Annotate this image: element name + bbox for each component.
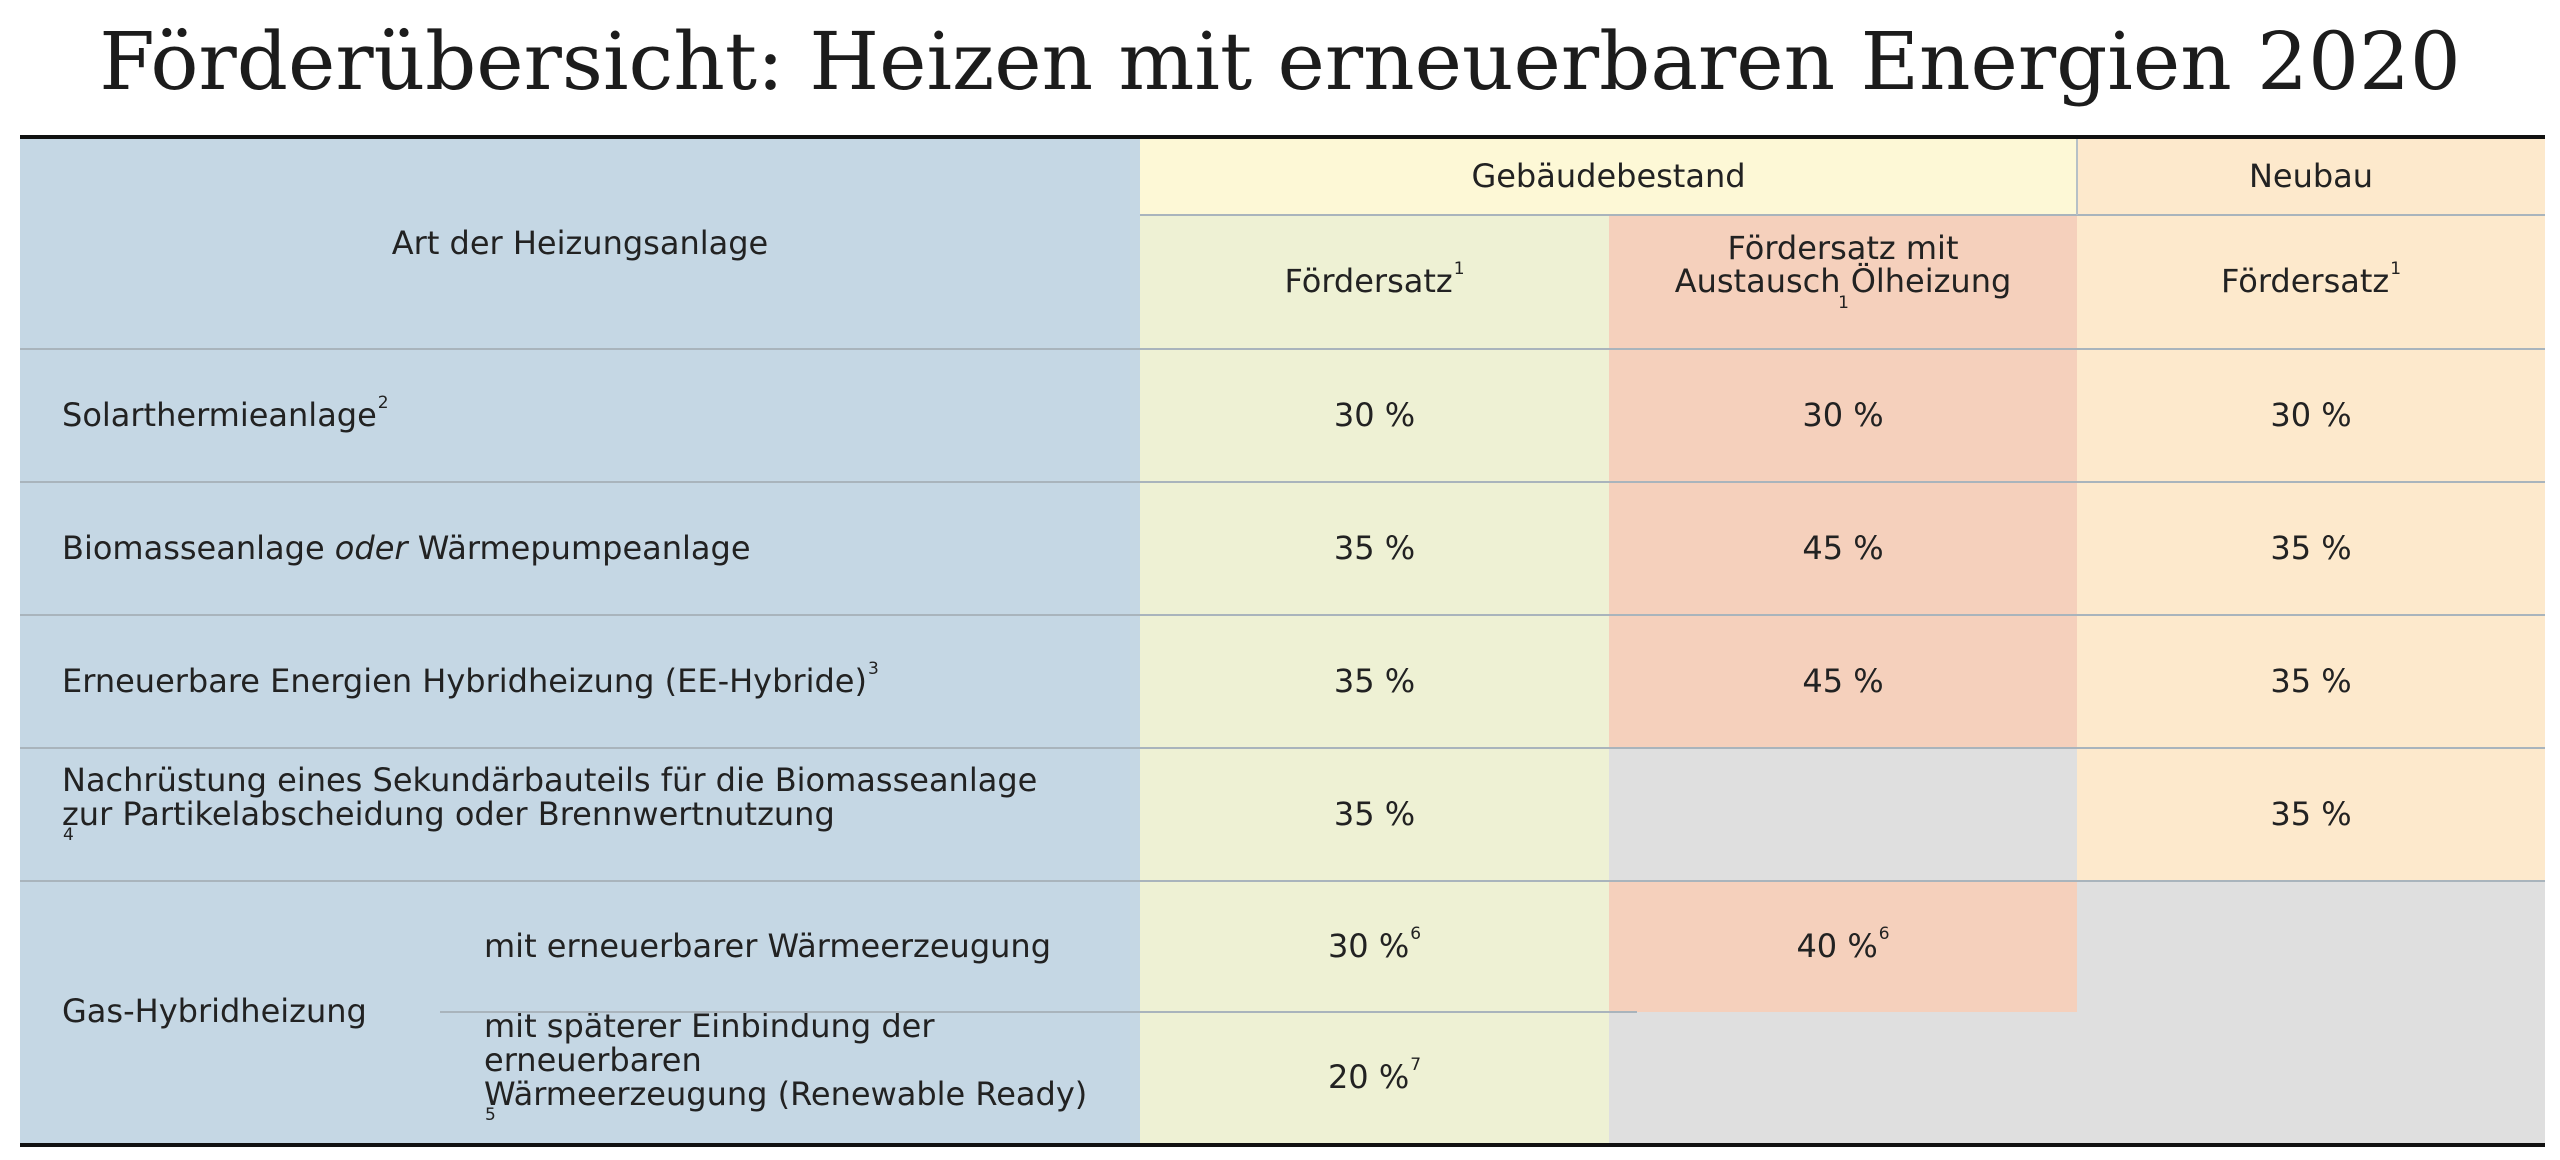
footnote-ref: 2 xyxy=(377,392,389,413)
cell-nachruestung-bestand: 35 % xyxy=(1140,748,1609,881)
neubau-label: Neubau xyxy=(2248,157,2374,196)
cell-value: 40 % xyxy=(1796,926,1878,965)
row-label-gas-erneuerbar: mit erneuerbarer Wärmeerzeugung xyxy=(440,881,1140,1012)
divider xyxy=(20,348,2545,350)
footnote-ref: 3 xyxy=(867,658,879,679)
row-label-line2: zur Partikelabscheidung oder Brennwertnu… xyxy=(62,794,835,833)
divider xyxy=(20,481,2545,483)
row-label-line1: Nachrüstung eines Sekundärbauteils für d… xyxy=(62,761,1038,800)
footnote-ref: 4 xyxy=(63,825,74,846)
neubau-header: Neubau xyxy=(2077,139,2545,215)
cell-gas-neubau-not-applicable xyxy=(2077,881,2545,1143)
footnote-ref: 1 xyxy=(2390,259,2402,280)
cell-nachruestung-oel-not-applicable xyxy=(1609,748,2077,881)
row-label-text: Erneuerbare Energien Hybridheizung (EE-H… xyxy=(62,661,867,700)
row-label-text: Solarthermieanlage xyxy=(62,395,377,434)
footnote-ref: 5 xyxy=(485,1105,496,1126)
column-header-foerdersatz-oelheizung: Fördersatz mit Austausch Ölheizung 1 xyxy=(1609,215,2077,349)
divider xyxy=(440,1011,1637,1013)
page-title: Förderübersicht: Heizen mit erneuerbaren… xyxy=(99,15,2461,108)
row-label-ee-hybride: Erneuerbare Energien Hybridheizung (EE-H… xyxy=(20,615,1140,748)
divider xyxy=(20,614,2545,616)
divider xyxy=(1140,214,2545,216)
row-label-gas-hybridheizung: Gas-Hybridheizung xyxy=(20,881,440,1143)
footnote-ref: 6 xyxy=(1410,923,1422,944)
gas-hybrid-label: Gas-Hybridheizung xyxy=(62,992,367,1031)
oel-header-line2: Austausch Ölheizung xyxy=(1674,262,2012,301)
divider xyxy=(20,880,2545,882)
cell-solarthermie-oel: 30 % xyxy=(1609,349,2077,482)
cell-value: 30 % xyxy=(1327,926,1410,965)
cell-ee-hybride-oel: 45 % xyxy=(1609,615,2077,748)
column-header-foerdersatz-neubau: Fördersatz1 xyxy=(2077,215,2545,349)
row-label-text: Biomasseanlage xyxy=(62,528,335,567)
divider xyxy=(2076,139,2078,215)
foerdersatz-neubau-label: Fördersatz xyxy=(2220,262,2390,301)
row-label-text: Wärmepumpeanlage xyxy=(407,528,751,567)
cell-solarthermie-bestand: 30 % xyxy=(1140,349,1609,482)
footnote-ref: 1 xyxy=(1453,259,1465,280)
foerdersatz-bestand-label: Fördersatz xyxy=(1284,262,1453,301)
cell-gas-renewable-bestand: 20 %7 xyxy=(1140,1012,1609,1143)
gebaeudebestand-label: Gebäudebestand xyxy=(1471,157,1746,196)
oel-header-line1: Fördersatz mit xyxy=(1727,228,1959,267)
row-label-gas-renewable-ready: mit späterer Einbindung der erneuerbaren… xyxy=(440,1007,1140,1143)
row-label-biomasse-waermepumpe: Biomasseanlage oder Wärmepumpeanlage xyxy=(20,482,1140,615)
cell-nachruestung-neubau: 35 % xyxy=(2077,748,2545,881)
row-label-nachruestung: Nachrüstung eines Sekundärbauteils für d… xyxy=(20,748,1140,881)
art-header: Art der Heizungsanlage xyxy=(20,139,1140,349)
cell-solarthermie-neubau: 30 % xyxy=(2077,349,2545,482)
art-header-label: Art der Heizungsanlage xyxy=(391,224,769,263)
gas-sub2-line1: mit späterer Einbindung der erneuerbaren xyxy=(484,1007,935,1079)
cell-biomasse-bestand: 35 % xyxy=(1140,482,1609,615)
cell-biomasse-oel: 45 % xyxy=(1609,482,2077,615)
cell-gas-renewable-oel-not-applicable xyxy=(1609,1012,2077,1143)
cell-value: 20 % xyxy=(1327,1057,1410,1096)
row-label-emphasis: oder xyxy=(334,528,408,567)
column-header-foerdersatz-bestand: Fördersatz1 xyxy=(1140,215,1609,349)
gas-sub1-label: mit erneuerbarer Wärmeerzeugung xyxy=(484,926,1051,965)
footnote-ref: 1 xyxy=(1838,292,1849,313)
cell-biomasse-neubau: 35 % xyxy=(2077,482,2545,615)
table-bottom-rule xyxy=(20,1143,2545,1147)
cell-ee-hybride-neubau: 35 % xyxy=(2077,615,2545,748)
cell-gas-erneuerbar-oel: 40 %6 xyxy=(1609,881,2077,1012)
footnote-ref: 6 xyxy=(1878,923,1890,944)
cell-gas-erneuerbar-bestand: 30 %6 xyxy=(1140,881,1609,1012)
gebaeudebestand-header: Gebäudebestand xyxy=(1140,139,2077,215)
footnote-ref: 7 xyxy=(1410,1054,1422,1075)
table-top-rule xyxy=(20,135,2545,139)
label-column-background xyxy=(20,139,1140,1143)
cell-ee-hybride-bestand: 35 % xyxy=(1140,615,1609,748)
divider xyxy=(20,747,2545,749)
gas-sub2-line2: Wärmeerzeugung (Renewable Ready) xyxy=(484,1074,1088,1113)
row-label-solarthermie: Solarthermieanlage2 xyxy=(20,349,1140,482)
